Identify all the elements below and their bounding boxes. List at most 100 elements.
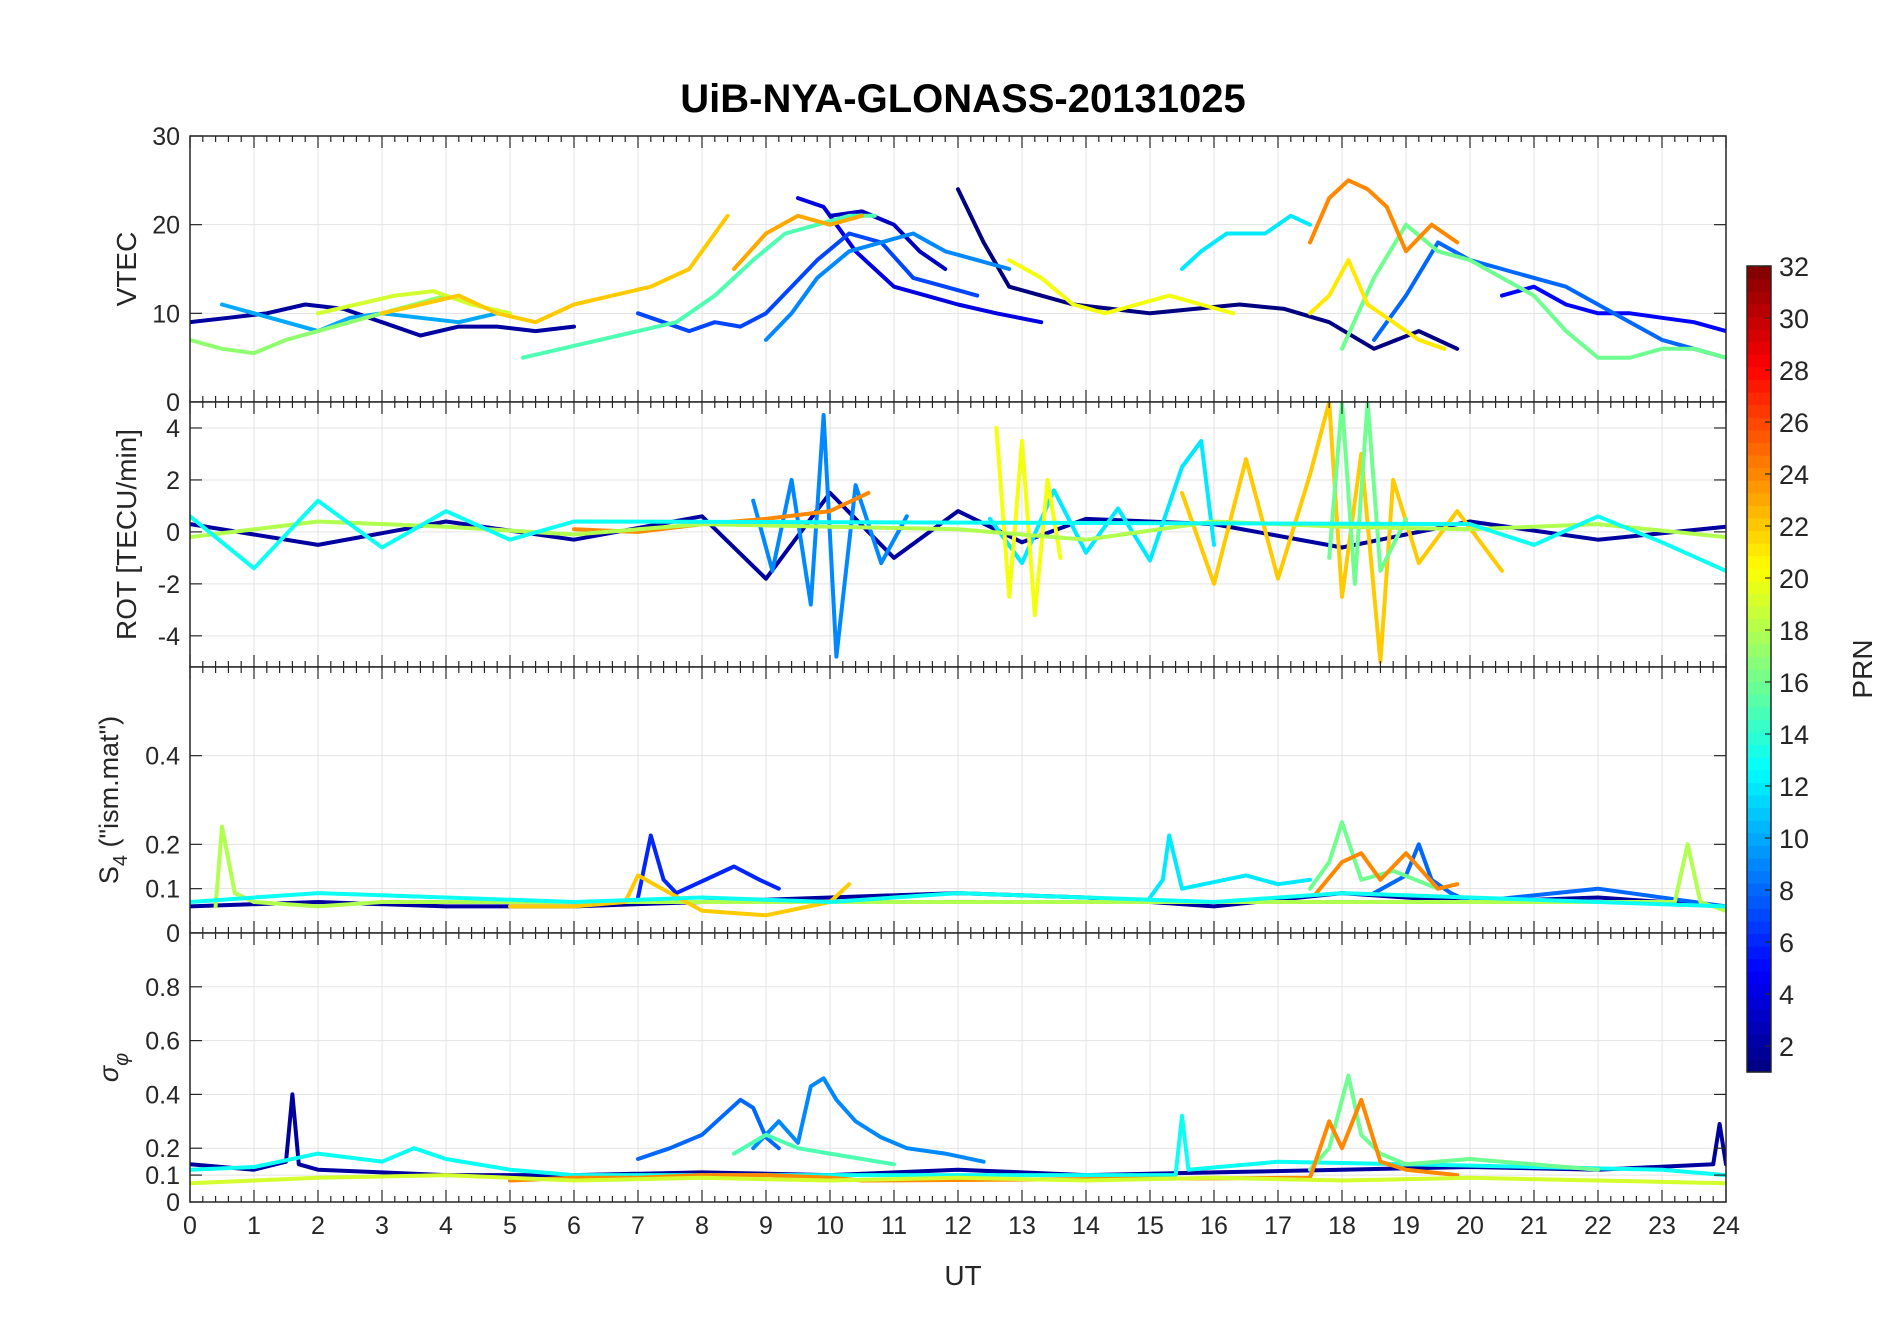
y-tick-label: 0 xyxy=(166,920,180,948)
colorbar-segment xyxy=(1747,316,1771,330)
x-tick-label: 24 xyxy=(1712,1212,1740,1240)
y-axis-label-rot: ROT [TECU/min] xyxy=(111,429,142,640)
colorbar-segment xyxy=(1747,568,1771,582)
colorbar-tick-label: 8 xyxy=(1779,876,1794,906)
y-tick-label: 2 xyxy=(166,467,180,495)
y-tick-label: 0 xyxy=(166,389,180,417)
colorbar-segment xyxy=(1747,757,1771,771)
x-tick-label: 23 xyxy=(1648,1212,1676,1240)
panel-s4: 0 0.1 0.2 0.4 S4 ("ism.mat") xyxy=(94,666,1727,948)
colorbar-segment xyxy=(1747,1046,1771,1061)
colorbar-segment xyxy=(1747,971,1771,985)
series-line-prn-16 xyxy=(1308,1073,1600,1172)
y-tick-label: 0.1 xyxy=(145,1162,180,1190)
colorbar-tick-label: 16 xyxy=(1779,668,1809,698)
colorbar-segment xyxy=(1747,681,1771,695)
x-tick-label: 10 xyxy=(816,1212,844,1240)
series-line-prn-24 xyxy=(1314,851,1460,896)
panel-rot: -4 -2 0 2 4 ROT [TECU/min] xyxy=(111,401,1727,668)
colorbar-segment xyxy=(1747,694,1771,708)
colorbar-segment xyxy=(1747,983,1771,998)
colorbar-segment xyxy=(1747,807,1771,821)
colorbar-tick-label: 6 xyxy=(1779,928,1794,958)
colorbar-segment xyxy=(1747,618,1771,632)
colorbar-segment xyxy=(1747,454,1771,469)
x-tick-label: 17 xyxy=(1264,1212,1292,1240)
colorbar-segment xyxy=(1747,769,1771,783)
colorbar-segment xyxy=(1747,429,1771,443)
colorbar-segment xyxy=(1747,895,1771,909)
x-tick-label: 2 xyxy=(311,1212,325,1240)
series-line-prn-13 xyxy=(190,1113,1726,1178)
y-tick-label: 10 xyxy=(152,300,180,328)
colorbar-segment xyxy=(1747,555,1771,569)
colorbar-segment xyxy=(1747,303,1771,317)
series-line-prn-10 xyxy=(220,302,500,334)
colorbar-segment xyxy=(1747,643,1771,658)
series-line-prn-8 xyxy=(1372,240,1726,360)
colorbar-segment xyxy=(1747,669,1771,683)
y-tick-label: -4 xyxy=(158,623,180,651)
colorbar-segment xyxy=(1747,832,1771,846)
y-tick-label: 4 xyxy=(166,415,180,443)
x-tick-label: 11 xyxy=(881,1212,907,1240)
colorbar-segment xyxy=(1747,656,1771,670)
series-line-prn-18 xyxy=(190,519,1726,542)
y-tick-label: 0.4 xyxy=(145,743,180,771)
colorbar-segment xyxy=(1747,1059,1771,1073)
series-line-prn-24 xyxy=(1308,178,1460,254)
x-tick-label: 20 xyxy=(1456,1212,1484,1240)
colorbar-segment xyxy=(1747,606,1771,620)
colorbar-tick-label: 2 xyxy=(1779,1032,1794,1062)
colorbar-tick-label: 22 xyxy=(1779,512,1809,542)
colorbar-segment xyxy=(1747,543,1771,557)
x-tick-label: 3 xyxy=(375,1212,389,1240)
x-tick-label: 14 xyxy=(1072,1212,1100,1240)
y-tick-label: 0 xyxy=(166,519,180,547)
colorbar-segment xyxy=(1747,517,1771,532)
series-line-prn-16 xyxy=(1340,222,1726,360)
x-tick-label: 15 xyxy=(1136,1212,1164,1240)
y-tick-label: 0.2 xyxy=(145,831,180,859)
panel-vtec: 0 10 20 30 VTEC xyxy=(111,123,1727,417)
x-tick-label: 18 xyxy=(1328,1212,1356,1240)
series-line-prn-15 xyxy=(732,1132,896,1167)
x-tick-label: 12 xyxy=(944,1212,972,1240)
series-line-prn-16 xyxy=(1327,402,1408,586)
colorbar-tick-label: 28 xyxy=(1779,356,1809,386)
colorbar-tick-label: 30 xyxy=(1779,304,1809,334)
colorbar-segment xyxy=(1747,442,1771,456)
colorbar-segment xyxy=(1747,958,1771,972)
colorbar-segment xyxy=(1747,505,1771,519)
colorbar-tick-label: 10 xyxy=(1779,824,1809,854)
colorbar-tick-label: 18 xyxy=(1779,616,1809,646)
colorbar-segment xyxy=(1747,706,1771,720)
colorbar-tick-label: 4 xyxy=(1779,980,1794,1010)
colorbar-tick-label: 26 xyxy=(1779,408,1809,438)
y-axis-label-vtec: VTEC xyxy=(111,232,142,307)
x-tick-label: 22 xyxy=(1584,1212,1612,1240)
colorbar-segment xyxy=(1747,794,1771,809)
colorbar-segment xyxy=(1747,883,1771,897)
colorbar-segment xyxy=(1747,908,1771,922)
colorbar-tick-label: 12 xyxy=(1779,772,1809,802)
colorbar-segment xyxy=(1747,266,1771,280)
colorbar-tick-label: 32 xyxy=(1779,252,1809,282)
colorbar-segment xyxy=(1747,480,1771,494)
colorbar-segment xyxy=(1747,404,1771,418)
y-tick-label: 0 xyxy=(166,1189,180,1217)
colorbar-segment xyxy=(1747,744,1771,758)
series-line-prn-15 xyxy=(520,213,877,360)
colorbar-segment xyxy=(1747,391,1771,406)
x-tick-label: 6 xyxy=(567,1212,581,1240)
x-tick-label: 7 xyxy=(631,1212,645,1240)
x-tick-label: 13 xyxy=(1008,1212,1036,1240)
colorbar-segment xyxy=(1747,845,1771,859)
colorbar-segment xyxy=(1747,631,1771,645)
y-tick-label: 20 xyxy=(152,212,180,240)
y-tick-label: 0.4 xyxy=(145,1081,180,1109)
series-line-prn-22 xyxy=(380,213,730,325)
x-tick-label: 19 xyxy=(1392,1212,1420,1240)
x-axis-label: UT xyxy=(944,1260,981,1291)
